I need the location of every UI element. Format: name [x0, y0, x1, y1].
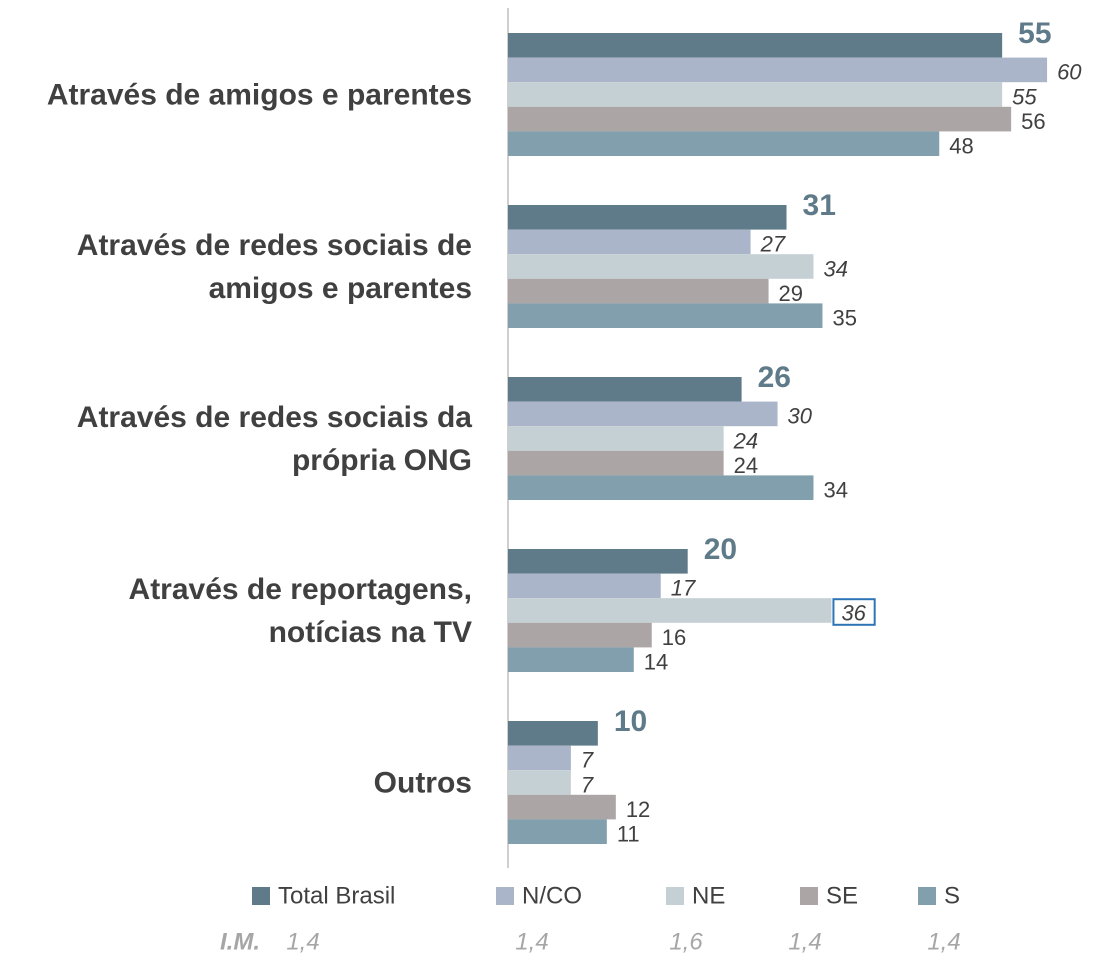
value-label: 34 — [823, 256, 847, 281]
bar — [508, 254, 814, 279]
value-label: 35 — [832, 306, 856, 331]
legend-swatch — [666, 887, 684, 905]
value-label: 14 — [644, 650, 668, 675]
value-label: 27 — [760, 232, 786, 257]
legend-label: Total Brasil — [278, 882, 395, 909]
value-label: 60 — [1057, 60, 1082, 85]
bar — [508, 205, 787, 230]
im-value: 1,4 — [927, 928, 960, 955]
bar — [508, 573, 661, 599]
value-label: 12 — [626, 797, 650, 822]
bar — [508, 450, 724, 476]
bar — [508, 794, 616, 820]
bar — [508, 106, 1012, 132]
bar — [508, 745, 571, 771]
value-label: 11 — [617, 822, 640, 847]
bar — [508, 33, 1003, 58]
bar — [508, 770, 571, 795]
bar — [508, 819, 607, 844]
value-label: 55 — [1018, 17, 1051, 50]
im-value: 1,4 — [286, 928, 319, 955]
im-label: I.M. — [220, 928, 260, 955]
value-label: 17 — [671, 576, 696, 601]
highlight-box — [832, 598, 876, 626]
im-value: 1,6 — [669, 928, 703, 955]
value-label: 56 — [1021, 109, 1045, 134]
value-label: 48 — [949, 134, 973, 159]
bar — [508, 229, 751, 255]
category-label: Através de redes sociais da própria ONG — [76, 400, 472, 477]
value-label: 24 — [734, 453, 758, 478]
value-label: 7 — [581, 748, 594, 773]
legend-swatch — [496, 887, 514, 905]
category-label: Outros — [373, 766, 472, 799]
bar — [508, 598, 832, 623]
legend-swatch — [918, 887, 936, 905]
bar — [508, 426, 724, 451]
value-label: 10 — [614, 705, 647, 738]
bar — [508, 377, 742, 402]
legend-label: S — [944, 882, 960, 909]
bar — [508, 721, 598, 746]
value-label: 7 — [581, 772, 594, 797]
legend-swatch — [800, 887, 818, 905]
bar — [508, 647, 634, 672]
category-label: Através de reportagens, notícias na TV — [128, 572, 472, 649]
value-label: 26 — [758, 361, 791, 394]
legend-swatch — [252, 887, 270, 905]
bar — [508, 82, 1003, 107]
bar — [508, 303, 823, 328]
value-label: 29 — [779, 281, 803, 306]
im-value: 1,4 — [515, 928, 548, 955]
bar — [508, 622, 652, 648]
category-label: Através de redes sociais de amigos e par… — [76, 228, 472, 305]
value-label: 16 — [662, 625, 686, 650]
legend-label: NE — [692, 882, 725, 909]
value-label: 36 — [841, 600, 866, 625]
bar — [508, 549, 688, 574]
category-label: Através de amigos e parentes — [46, 78, 472, 111]
value-label: 31 — [803, 189, 836, 222]
value-label: 24 — [733, 428, 758, 453]
bar — [508, 57, 1048, 83]
value-label: 30 — [788, 404, 813, 429]
legend-label: N/CO — [522, 882, 582, 909]
bar — [508, 278, 769, 304]
legend-label: SE — [826, 882, 858, 909]
bar — [508, 401, 778, 427]
value-label: 34 — [823, 478, 847, 503]
value-label: 20 — [704, 533, 737, 566]
bar — [508, 131, 940, 156]
value-label: 55 — [1012, 84, 1037, 109]
bar — [508, 475, 814, 500]
im-value: 1,4 — [788, 928, 821, 955]
